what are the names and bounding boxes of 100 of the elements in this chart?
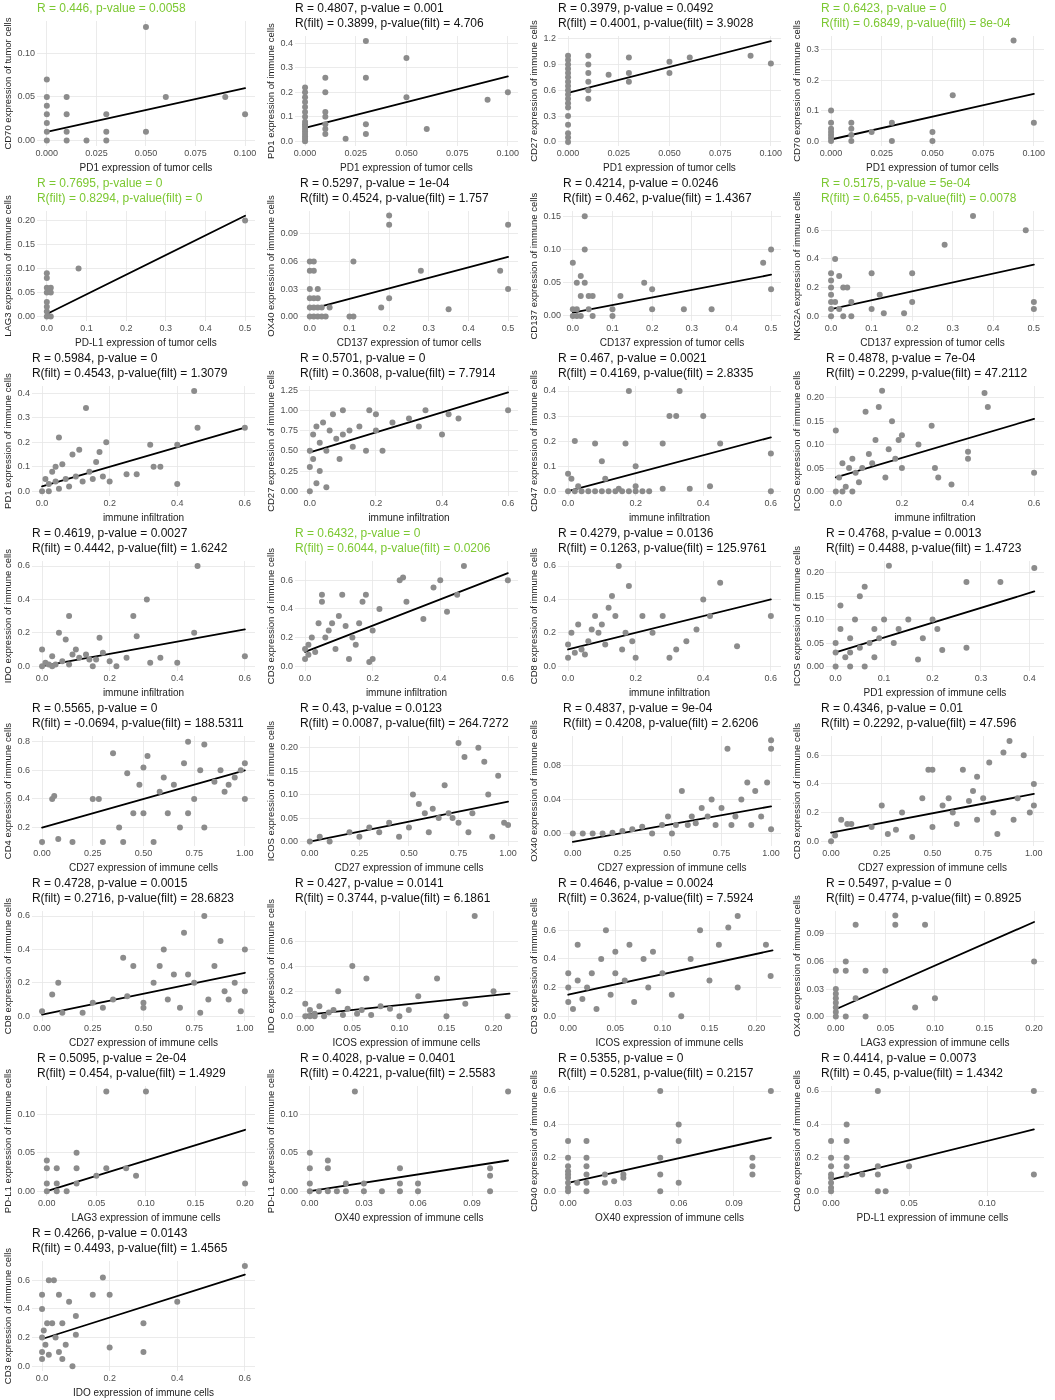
- x-tick-label: 0.4: [697, 498, 710, 509]
- y-tick-label: 0.2: [17, 627, 30, 638]
- x-axis-title: OX40 expression of immune cells: [334, 1211, 484, 1223]
- x-tick-label: 0.2: [629, 498, 642, 509]
- y-tick-label: 0.0: [17, 1010, 30, 1021]
- y-tick-label: 0.10: [806, 439, 824, 450]
- y-tick-label: 0.08: [543, 760, 561, 771]
- chart-title: R = 0.4837, p-value = 9e-04: [562, 701, 713, 716]
- y-tick-label: 0.03: [806, 983, 824, 994]
- x-tick-label: 0.75: [185, 848, 203, 859]
- y-tick-label: 0.00: [543, 827, 561, 838]
- x-tick-label: 0.000: [819, 148, 843, 159]
- y-tick-label: 0.05: [280, 812, 298, 823]
- y-tick-label: 0.0: [17, 660, 30, 671]
- x-tick-label: 0.5: [1027, 323, 1041, 334]
- y-tick-label: 0.2: [543, 435, 556, 446]
- y-tick-label: 0.00: [280, 311, 298, 322]
- y-axis-title: OX40 expression of immune cells: [528, 720, 540, 862]
- chart-subtitle: R(filt) = 0.3899, p-value(filt) = 4.706: [294, 16, 484, 31]
- x-axis-title: LAG3 expression of immune cells: [860, 1036, 1010, 1048]
- y-tick-label: 0.10: [17, 262, 35, 273]
- x-tick-label: 0.2: [103, 498, 116, 509]
- y-tick-label: 0.6: [280, 574, 293, 585]
- x-tick-label: 1.00: [499, 848, 517, 859]
- y-tick-label: 0.4: [280, 960, 293, 971]
- y-tick-label: 0.4: [280, 37, 293, 48]
- chart-title: R = 0.4807, p-value = 0.001: [294, 1, 445, 16]
- x-tick-label: 0.50: [400, 848, 418, 859]
- x-tick-label: 0.50: [134, 848, 153, 859]
- x-tick-label: 0.3: [159, 323, 173, 334]
- y-tick-label: 0.0: [806, 310, 819, 321]
- x-tick-label: 0.000: [293, 148, 317, 159]
- x-tick-label: 0.0: [35, 498, 49, 509]
- x-axis-title: CD27 expression of immune cells: [857, 861, 1007, 873]
- chart-subtitle: R(filt) = 0.4169, p-value(filt) = 2.8335: [557, 366, 754, 381]
- y-tick-label: 0.0: [280, 1010, 293, 1021]
- y-tick-label: 0.05: [280, 1147, 298, 1158]
- x-tick-label: 0.4: [434, 673, 447, 684]
- x-axis-title: immune infiltration: [628, 686, 711, 698]
- x-tick-label: 1.00: [1025, 848, 1043, 859]
- x-tick-label: 0.6: [238, 498, 252, 509]
- chart-subtitle: R(filt) = 0.3744, p-value(filt) = 6.1861: [294, 891, 491, 906]
- y-tick-label: 0.10: [17, 47, 35, 58]
- y-tick-label: 0.2: [543, 627, 556, 638]
- x-tick-label: 0.4: [725, 323, 738, 334]
- chart-subtitle: R(filt) = 0.6044, p-value(filt) = 0.0206: [294, 541, 491, 556]
- chart-title: R = 0.5701, p-value = 0: [299, 351, 426, 366]
- x-tick-label: 0.6: [764, 673, 778, 684]
- y-tick-label: 0.2: [280, 86, 293, 97]
- x-axis-title: immune infiltration: [102, 686, 185, 698]
- y-axis-title: CD3 expression of immune cells: [265, 547, 277, 685]
- x-tick-label: 0.15: [437, 1023, 456, 1034]
- y-tick-label: 0.15: [806, 415, 824, 426]
- y-tick-label: 1.00: [280, 404, 298, 415]
- x-tick-label: 0.10: [137, 1198, 155, 1209]
- y-tick-label: 0.00: [280, 485, 298, 496]
- x-tick-label: 0.3: [422, 323, 436, 334]
- x-tick-label: 0.4: [435, 498, 449, 509]
- y-tick-label: 0.6: [543, 1085, 556, 1096]
- x-tick-label: 0.20: [484, 1023, 503, 1034]
- x-axis-title: PD1 expression of immune cells: [863, 686, 1007, 698]
- y-tick-label: 0.00: [806, 660, 824, 671]
- y-tick-label: 0.00: [806, 1011, 824, 1022]
- x-axis-title: PD-L1 expression of tumor cells: [75, 336, 217, 348]
- y-tick-label: 0.2: [17, 822, 30, 833]
- x-axis-title: PD1 expression of tumor cells: [866, 161, 999, 173]
- x-tick-label: 0.00: [559, 1198, 577, 1209]
- y-tick-label: 0.2: [280, 632, 293, 643]
- x-tick-label: 0.4: [171, 498, 184, 509]
- x-tick-label: 0.20: [1025, 1023, 1043, 1034]
- chart-subtitle: R(filt) = 0.2292, p-value(filt) = 47.596: [820, 716, 1017, 731]
- chart-subtitle: R(filt) = 0.4774, p-value(filt) = 0.8925: [825, 891, 1022, 906]
- y-tick-label: 0.6: [806, 1085, 819, 1096]
- x-axis-title: PD1 expression of tumor cells: [79, 161, 213, 173]
- x-tick-label: 0.4: [697, 673, 710, 684]
- chart-title: R = 0.5355, p-value = 0: [557, 1051, 684, 1066]
- chart-title: R = 0.5297, p-value = 1e-04: [299, 176, 450, 191]
- y-tick-label: 0.00: [806, 485, 824, 496]
- y-tick-label: 0.2: [543, 1152, 556, 1163]
- x-axis-title: IDO expression of immune cells: [72, 1386, 215, 1398]
- y-tick-label: 0.3: [806, 44, 819, 55]
- y-tick-label: 0.1: [806, 105, 819, 116]
- y-axis-title: CD70 expression of tumor cells: [2, 17, 14, 150]
- x-tick-label: 0.050: [921, 148, 944, 159]
- x-tick-label: 0.00: [822, 848, 840, 859]
- x-tick-label: 0.100: [496, 148, 520, 159]
- x-tick-label: 0.3: [685, 323, 699, 334]
- chart-subtitle: R(filt) = 0.6849, p-value(filt) = 8e-04: [820, 16, 1011, 31]
- y-tick-label: 0.10: [543, 243, 561, 254]
- x-tick-label: 0.2: [645, 323, 659, 334]
- y-tick-label: 0.03: [280, 283, 298, 294]
- chart-subtitle: R(filt) = 0.4221, p-value(filt) = 2.5583: [299, 1066, 496, 1081]
- x-tick-label: 0.2: [119, 323, 133, 334]
- x-tick-label: 0.0: [40, 323, 54, 334]
- y-tick-label: 0.2: [17, 977, 30, 988]
- y-axis-title: PD1 expression of immune cells: [265, 23, 277, 159]
- x-tick-label: 0.3: [946, 323, 959, 334]
- y-tick-label: 0.2: [17, 436, 30, 447]
- x-axis-title: ICOS expression of immune cells: [332, 1036, 481, 1048]
- y-tick-label: 0.10: [280, 789, 298, 800]
